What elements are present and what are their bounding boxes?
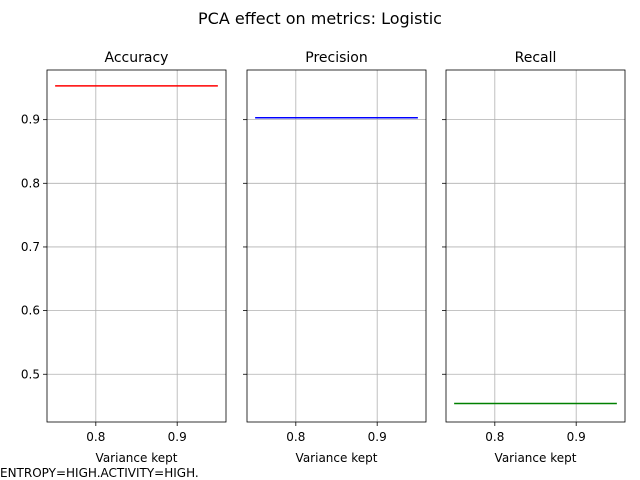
figure-title: PCA effect on metrics: Logistic [198, 9, 442, 28]
x-axis-label: Variance kept [296, 451, 378, 465]
y-tick-label: 0.7 [21, 240, 40, 254]
axes-frame [246, 69, 427, 423]
y-tick-label: 0.6 [21, 304, 40, 318]
axes-frame [46, 69, 227, 423]
x-tick-label: 0.8 [485, 430, 504, 444]
subplot-title: Recall [515, 50, 557, 66]
x-tick-label: 0.9 [168, 430, 187, 444]
subplot-title: Precision [305, 50, 367, 66]
y-tick-label: 0.8 [21, 176, 40, 190]
subplot-recall: Recall 0.8 0.9 Variance kept [442, 50, 626, 465]
x-tick-label: 0.8 [286, 430, 305, 444]
x-axis-label: Variance kept [96, 451, 178, 465]
x-axis-label: Variance kept [495, 451, 577, 465]
subplot-precision: Precision 0.8 0.9 Variance kept [243, 50, 427, 465]
subplot-panels: Accuracy 0.5 0.6 0.7 0.8 0.9 0.8 0.9 Variance ke… [21, 50, 626, 465]
subplot-title: Accuracy [105, 50, 169, 66]
axes-frame [445, 69, 626, 423]
footer-text: ENTROPY=HIGH.ACTIVITY=HIGH. [0, 466, 199, 480]
y-tick-label: 0.9 [21, 113, 40, 127]
x-tick-label: 0.9 [567, 430, 586, 444]
x-tick-label: 0.9 [368, 430, 387, 444]
y-tick-label: 0.5 [21, 367, 40, 381]
subplot-accuracy: Accuracy 0.5 0.6 0.7 0.8 0.9 0.8 0.9 Variance ke… [21, 50, 227, 465]
x-tick-label: 0.8 [86, 430, 105, 444]
